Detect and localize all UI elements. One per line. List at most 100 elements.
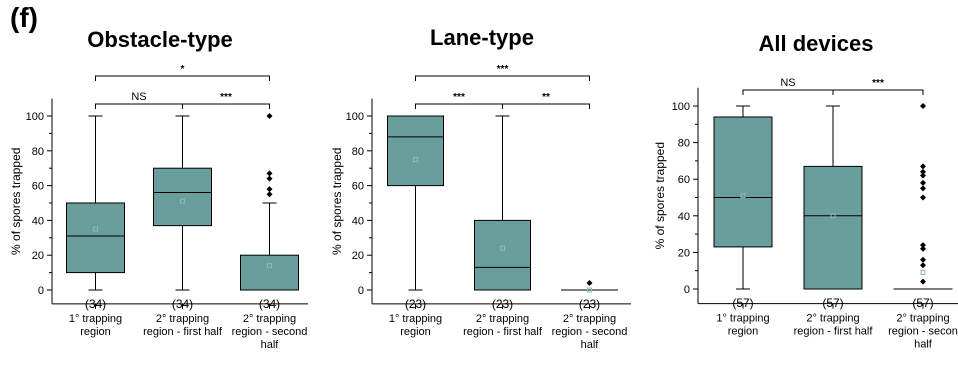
x-tick-label: 1° trapping bbox=[389, 313, 442, 325]
count-label: (57) bbox=[912, 296, 933, 310]
significance-bracket bbox=[95, 75, 270, 81]
box-iqr bbox=[713, 116, 773, 248]
mean-marker bbox=[500, 245, 505, 251]
significance-label: *** bbox=[453, 92, 465, 103]
significance-label: NS bbox=[131, 91, 146, 103]
y-tick-label: 100 bbox=[26, 111, 44, 123]
chart-title: All devices bbox=[759, 31, 874, 56]
box-iqr bbox=[803, 165, 863, 290]
significance-label: NS bbox=[780, 77, 795, 89]
outlier-point bbox=[920, 172, 926, 179]
y-axis-label: % of spores trapped bbox=[653, 142, 667, 249]
mean-marker bbox=[587, 287, 592, 293]
significance-label: *** bbox=[220, 92, 232, 103]
significance-bracket bbox=[95, 103, 183, 109]
panel-label: (f) bbox=[10, 2, 38, 33]
y-tick-label: 40 bbox=[352, 215, 364, 227]
outlier-point bbox=[266, 191, 273, 198]
x-tick-label: region bbox=[80, 326, 111, 338]
mean-marker bbox=[740, 193, 746, 199]
y-tick-label: 20 bbox=[678, 247, 690, 259]
outlier-point bbox=[920, 242, 926, 249]
outlier-point bbox=[920, 194, 926, 201]
outlier-point bbox=[266, 175, 273, 182]
outlier-point bbox=[920, 278, 926, 285]
x-tick-label: 2° trapping bbox=[896, 313, 949, 325]
significance-bracket bbox=[502, 103, 590, 109]
mean-marker bbox=[180, 198, 185, 204]
x-tick-label: 2° trapping bbox=[243, 313, 296, 325]
count-label: (57) bbox=[822, 296, 843, 310]
y-tick-label: 0 bbox=[38, 285, 44, 297]
significance-bracket bbox=[415, 75, 590, 81]
y-axis-label: % of spores trapped bbox=[330, 148, 344, 255]
y-tick-label: 40 bbox=[678, 211, 690, 223]
x-tick-label: region - first half bbox=[794, 326, 874, 338]
outlier-point bbox=[920, 185, 926, 192]
x-tick-label: region - second bbox=[232, 326, 308, 338]
significance-label: ** bbox=[542, 92, 550, 103]
y-tick-label: 20 bbox=[32, 250, 44, 262]
x-tick-label: 2° trapping bbox=[563, 313, 616, 325]
y-tick-label: 80 bbox=[678, 138, 690, 150]
outlier-point bbox=[266, 186, 273, 193]
outlier-point bbox=[920, 103, 926, 109]
y-tick-label: 60 bbox=[352, 181, 364, 193]
significance-label: * bbox=[181, 64, 185, 75]
outlier-point bbox=[920, 163, 926, 170]
chart-title: Lane-type bbox=[430, 25, 534, 50]
y-tick-label: 60 bbox=[678, 174, 690, 186]
outlier-point bbox=[920, 245, 926, 252]
y-axis-label: % of spores trapped bbox=[9, 148, 23, 255]
significance-label: *** bbox=[497, 64, 509, 75]
mean-marker bbox=[920, 270, 926, 276]
y-tick-label: 0 bbox=[358, 285, 364, 297]
mean-marker bbox=[267, 263, 272, 269]
y-tick-label: 0 bbox=[684, 284, 690, 296]
x-tick-label: 1° trapping bbox=[716, 313, 769, 325]
significance-bracket bbox=[742, 89, 834, 95]
y-tick-label: 100 bbox=[672, 101, 690, 113]
box-iqr bbox=[153, 167, 212, 227]
outlier-point bbox=[586, 280, 593, 287]
outlier-point bbox=[920, 179, 926, 186]
x-tick-label: region - second bbox=[552, 326, 628, 338]
box-iqr bbox=[387, 115, 444, 187]
x-tick-label: 1° trapping bbox=[69, 313, 122, 325]
mean-marker bbox=[830, 213, 836, 219]
significance-bracket bbox=[415, 103, 503, 109]
x-tick-label: region - first half bbox=[143, 326, 223, 338]
y-tick-label: 80 bbox=[32, 146, 44, 158]
x-tick-label: 2° trapping bbox=[806, 313, 859, 325]
outlier-point bbox=[920, 262, 926, 269]
box-iqr bbox=[240, 254, 299, 291]
significance-bracket bbox=[182, 103, 270, 109]
box-iqr bbox=[474, 219, 531, 291]
y-tick-label: 80 bbox=[352, 146, 364, 158]
x-tick-label: region bbox=[728, 326, 759, 338]
significance-label: *** bbox=[872, 78, 884, 89]
mean-marker bbox=[413, 157, 418, 162]
x-tick-label: half bbox=[914, 339, 933, 351]
outlier-point bbox=[920, 256, 926, 263]
box-iqr bbox=[66, 202, 125, 274]
x-tick-label: 2° trapping bbox=[156, 313, 209, 325]
x-tick-label: region - first half bbox=[463, 326, 543, 338]
significance-bracket bbox=[832, 89, 924, 95]
x-tick-label: half bbox=[261, 339, 280, 351]
mean-marker bbox=[93, 226, 98, 232]
chart-title: Obstacle-type bbox=[87, 27, 233, 52]
x-tick-label: region - secon bbox=[888, 326, 958, 338]
count-label: (57) bbox=[732, 296, 753, 310]
y-tick-label: 20 bbox=[352, 250, 364, 262]
outlier-point bbox=[266, 170, 273, 177]
x-tick-label: half bbox=[581, 339, 600, 351]
outlier-point bbox=[920, 168, 926, 175]
outlier-point bbox=[266, 113, 273, 119]
x-tick-label: 2° trapping bbox=[476, 313, 529, 325]
y-tick-label: 40 bbox=[32, 215, 44, 227]
x-tick-label: region bbox=[400, 326, 431, 338]
y-tick-label: 60 bbox=[32, 181, 44, 193]
